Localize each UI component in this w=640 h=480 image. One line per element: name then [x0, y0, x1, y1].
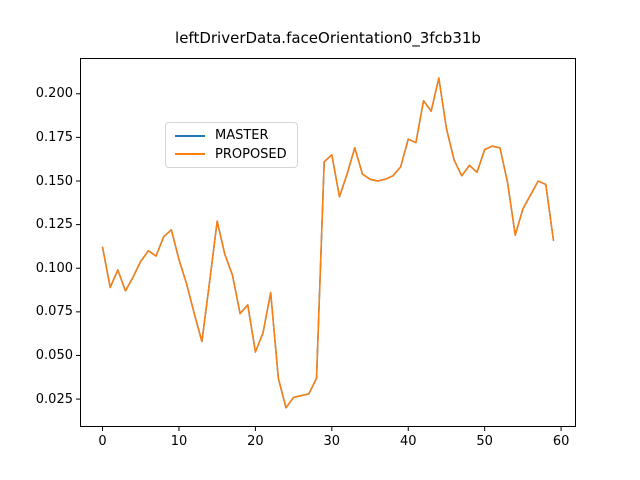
x-axis-tick-label: 20	[247, 434, 264, 449]
legend: MASTER PROPOSED	[165, 122, 298, 168]
y-axis-tick-label: 0.050	[35, 347, 73, 363]
y-axis-tick-label: 0.025	[35, 391, 73, 407]
legend-item-proposed: PROPOSED	[175, 147, 297, 162]
legend-item-master: MASTER	[175, 128, 297, 143]
x-axis-tick-label: 50	[476, 434, 493, 449]
x-axis-tick-label: 40	[399, 434, 417, 449]
legend-label-proposed: PROPOSED	[215, 146, 287, 162]
y-axis-tick-label: 0.175	[35, 129, 73, 145]
y-axis-tick-label: 0.100	[35, 260, 73, 276]
x-axis-tick-label: 30	[323, 434, 341, 449]
proposed-line-swatch-icon	[175, 153, 205, 156]
legend-label-master: MASTER	[215, 128, 269, 144]
y-axis-tick-label: 0.200	[35, 86, 73, 102]
plot-area: MASTER PROPOSED	[76, 58, 576, 431]
y-axis-tick-label: 0.125	[35, 217, 73, 233]
x-axis-tick-label: 60	[552, 434, 570, 449]
master-line-swatch-icon	[175, 134, 205, 137]
proposed-series-line	[101, 77, 555, 409]
plot-svg	[76, 58, 576, 431]
chart-title: leftDriverData.faceOrientation0_3fcb31b	[175, 29, 481, 47]
axes-spines	[80, 58, 576, 427]
y-axis-tick-label: 0.150	[35, 173, 73, 189]
x-axis-tick-label: 10	[170, 434, 188, 449]
y-axis-tick-label: 0.075	[35, 304, 73, 320]
x-axis-tick-label: 0	[98, 434, 107, 449]
